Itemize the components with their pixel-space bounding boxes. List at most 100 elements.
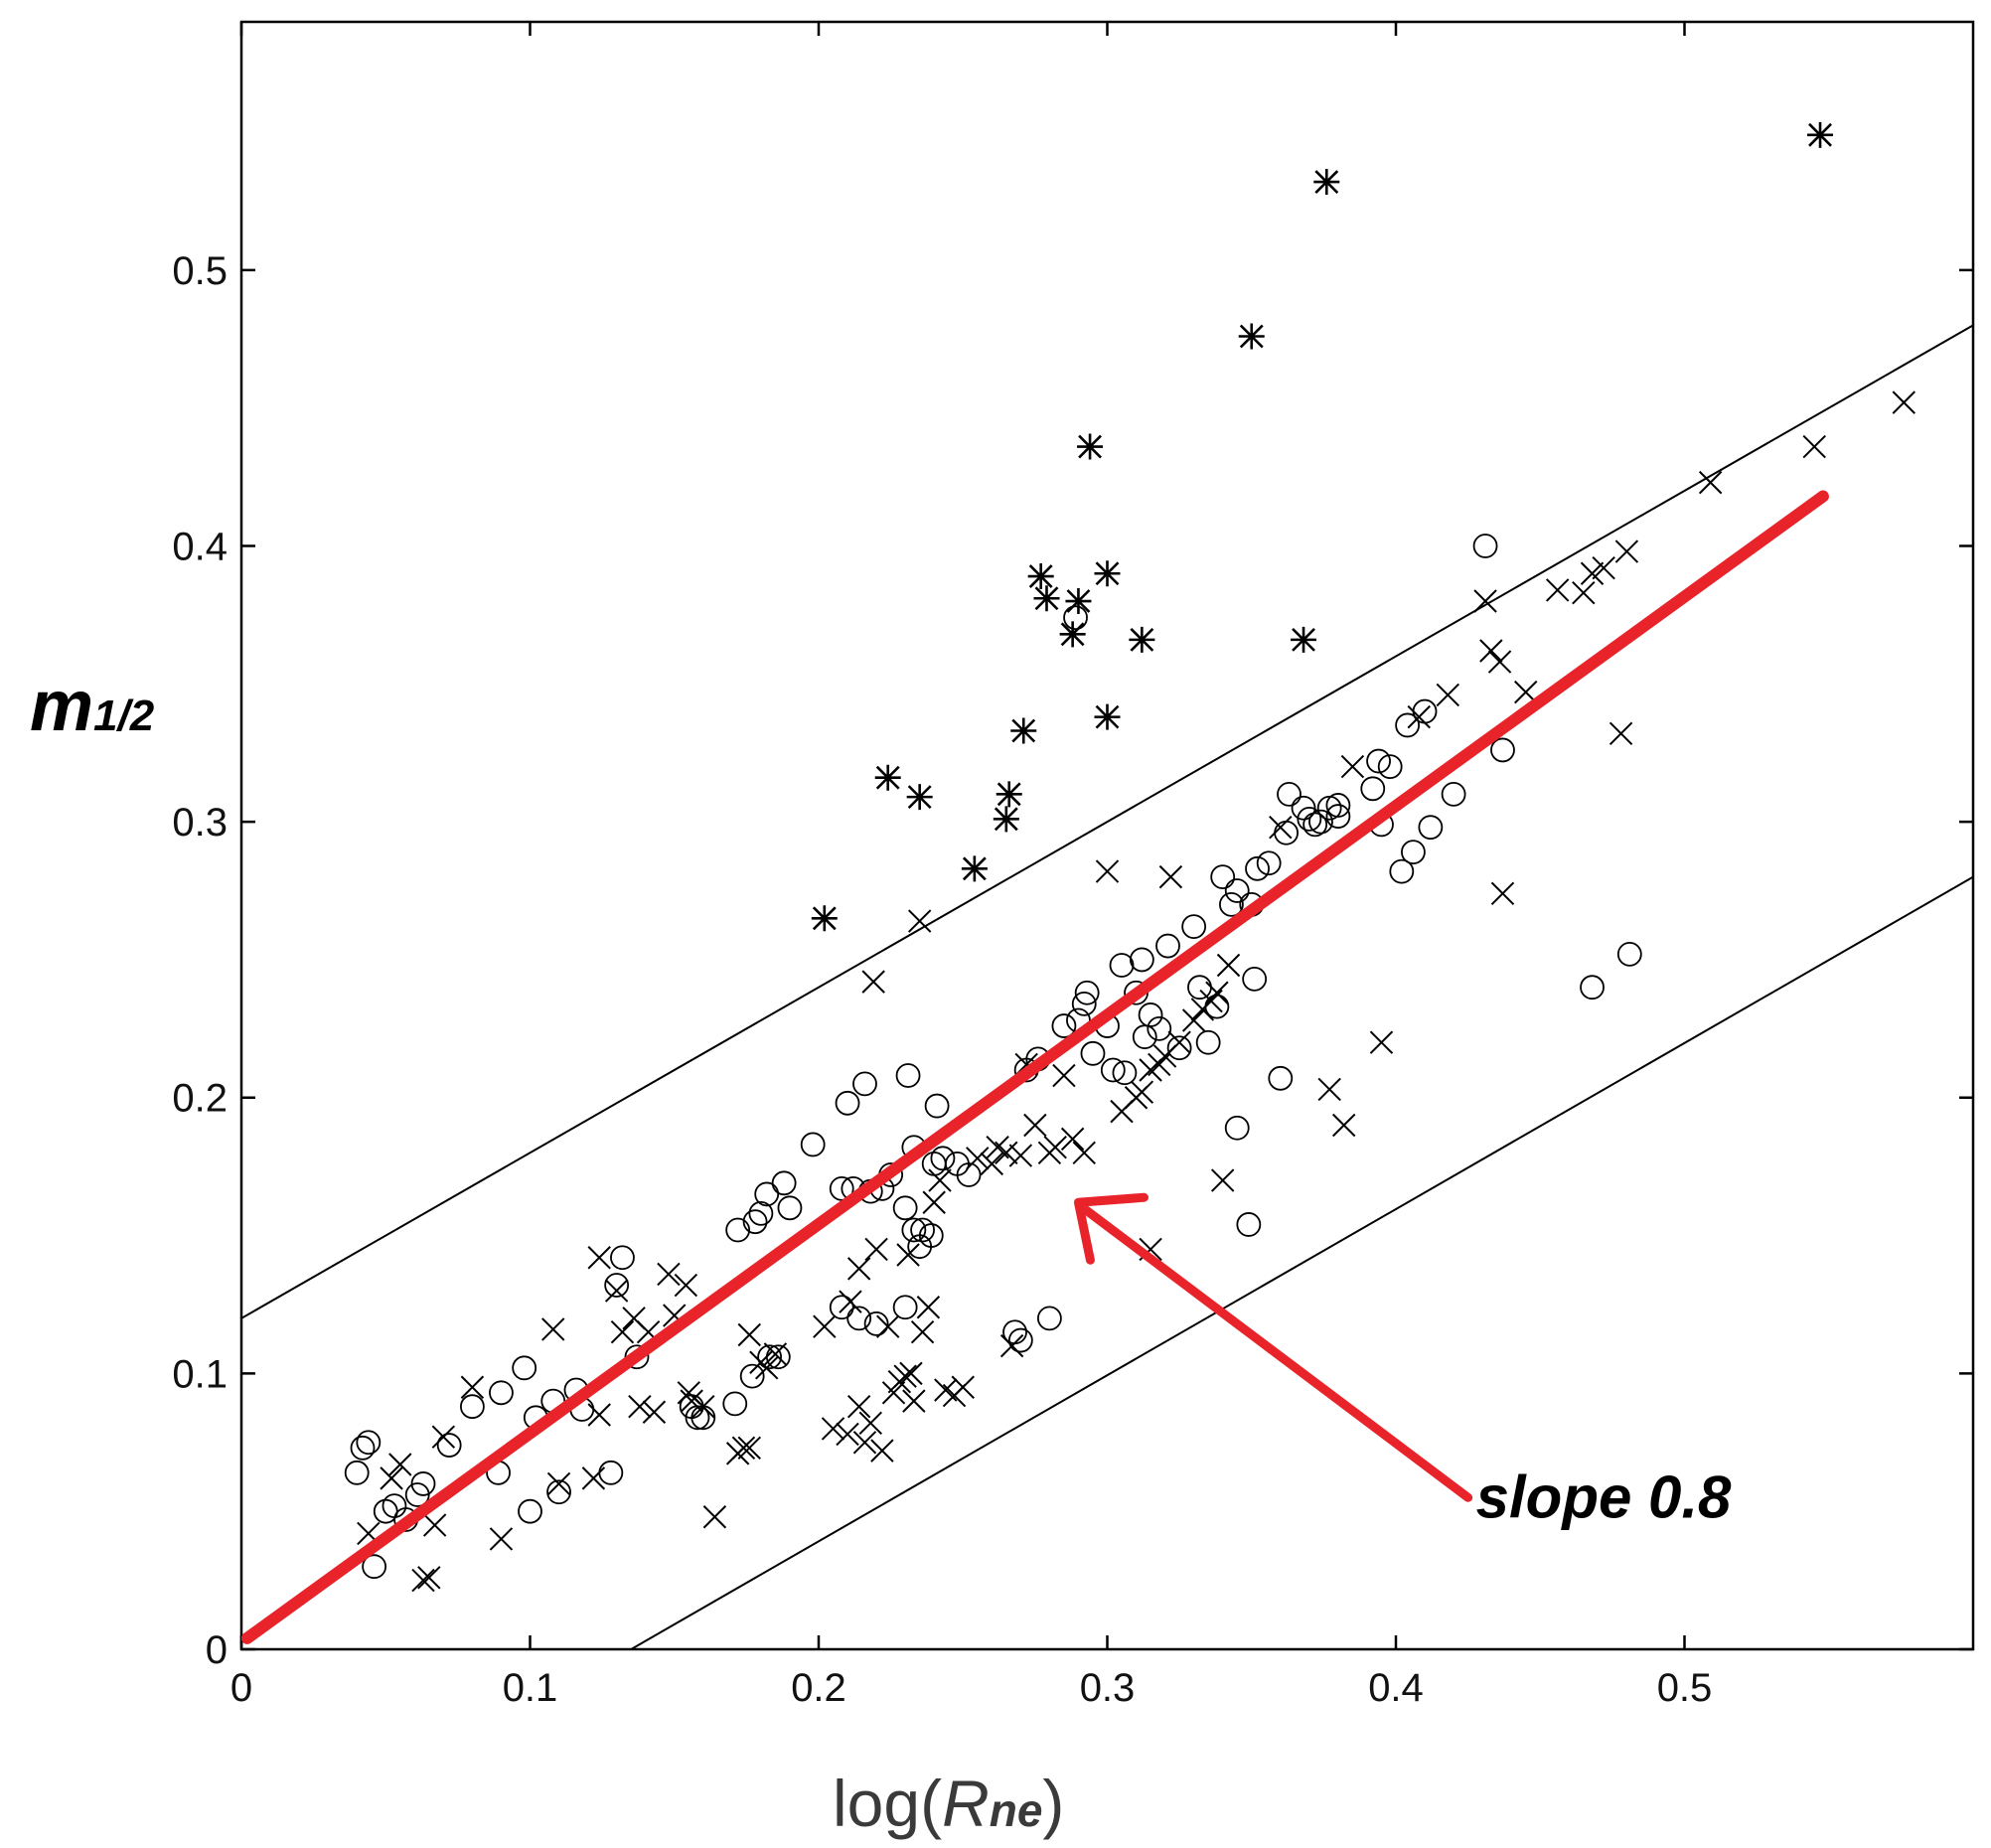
y-tick-label: 0.2 — [172, 1077, 228, 1121]
y-axis-title-sub: 1/2 — [93, 692, 155, 740]
circle-point — [892, 1195, 918, 1221]
cross-point — [1608, 721, 1633, 745]
asterisk-point — [1094, 703, 1121, 730]
cross-point — [813, 1314, 837, 1338]
cross-point — [846, 1394, 871, 1419]
cross-point — [896, 1243, 920, 1267]
circle-point — [1308, 809, 1333, 835]
circle-point — [1366, 748, 1391, 774]
circle-point — [924, 1093, 950, 1119]
circle-point — [356, 1430, 382, 1456]
circle-point — [754, 1181, 780, 1207]
cross-point — [899, 1361, 923, 1386]
circle-point — [1291, 795, 1316, 821]
cross-point — [763, 1342, 788, 1366]
cross-point — [858, 1411, 882, 1436]
cross-point — [1095, 859, 1120, 883]
cross-point — [737, 1436, 761, 1461]
asterisk-point — [1027, 563, 1054, 590]
cross-point — [1205, 981, 1229, 1004]
cross-point — [581, 1466, 606, 1490]
slope-annotation: slope 0.8 — [1073, 1192, 1732, 1530]
asterisk-point — [961, 855, 988, 882]
asterisk-point — [993, 806, 1019, 833]
upper-bound-line — [241, 324, 1973, 1319]
circle-point — [1325, 793, 1351, 818]
cross-point — [1043, 1136, 1067, 1159]
cross-point — [907, 909, 932, 933]
cross-point — [380, 1466, 403, 1490]
cross-point — [893, 1364, 917, 1388]
cross-point — [1436, 683, 1459, 707]
cross-point — [980, 1152, 1004, 1176]
asterisk-point — [811, 905, 838, 932]
asterisk-point — [1010, 717, 1037, 744]
circle-point — [1155, 933, 1180, 959]
cross-point — [489, 1527, 514, 1551]
circle-point — [921, 1151, 947, 1176]
cross-point — [1332, 1113, 1356, 1138]
circle-point — [518, 1498, 542, 1524]
circle-point — [610, 1245, 635, 1271]
x-axis-title-prefix: log( — [833, 1767, 942, 1840]
cross-point — [604, 1279, 629, 1303]
cross-point — [1130, 1080, 1154, 1104]
cross-point — [1210, 1168, 1235, 1192]
circle-point — [1166, 1035, 1192, 1061]
circle-point — [800, 1132, 826, 1157]
cross-point — [1490, 881, 1515, 906]
x-tick-label: 0 — [230, 1666, 252, 1710]
cross-point — [1592, 555, 1615, 580]
circle-point — [1580, 975, 1605, 1001]
fit-line — [241, 490, 1829, 1644]
cross-point — [870, 1439, 894, 1463]
circle-point — [546, 1479, 571, 1505]
circle-point — [1360, 776, 1386, 802]
circle-point — [382, 1493, 407, 1519]
cross-point — [388, 1453, 412, 1476]
circle-point — [404, 1482, 430, 1507]
circle-point — [742, 1209, 768, 1235]
circle-point — [1297, 806, 1322, 832]
circle-point — [901, 1217, 927, 1243]
cross-point — [546, 1471, 571, 1496]
plot-frame — [239, 20, 1975, 1651]
asterisk-point — [1291, 626, 1317, 653]
cross-point — [836, 1422, 859, 1447]
x-axis-title: log(Rne) — [833, 1767, 1064, 1840]
circle-point — [1219, 892, 1244, 917]
circle-point — [1441, 781, 1466, 807]
asterisk-point — [1033, 585, 1060, 612]
cross-point — [755, 1356, 779, 1380]
annotation-text: slope 0.8 — [1476, 1463, 1732, 1530]
asterisk-point — [996, 781, 1022, 808]
circle-point — [1236, 1212, 1262, 1237]
circle-point — [1389, 858, 1415, 884]
asterisk-point — [874, 764, 901, 791]
cross-point — [1479, 639, 1503, 663]
cross-point — [1060, 1127, 1085, 1152]
y-tick-label: 0.3 — [172, 801, 228, 845]
cross-point — [431, 1425, 456, 1449]
circle-point — [1377, 754, 1403, 779]
circle-point — [1325, 804, 1351, 829]
circle-point — [1277, 781, 1302, 807]
cross-point — [587, 1246, 611, 1270]
cross-point — [657, 1262, 681, 1287]
cross-point — [422, 1513, 447, 1537]
cross-point — [951, 1375, 975, 1399]
cross-point — [1572, 580, 1596, 605]
circle-point — [1224, 1115, 1250, 1141]
circle-point — [1112, 1060, 1138, 1086]
x-tick-label: 0.4 — [1368, 1666, 1424, 1710]
cross-point — [1802, 434, 1826, 459]
asterisk-point — [1129, 626, 1155, 653]
cross-point — [1023, 1113, 1047, 1138]
cross-point — [642, 1400, 667, 1424]
circle-point — [1187, 975, 1212, 1001]
cross-point — [916, 1296, 941, 1319]
cross-point — [1269, 815, 1293, 840]
circle-point — [512, 1355, 537, 1381]
circle-point — [1063, 605, 1088, 631]
circle-point — [1302, 812, 1328, 838]
